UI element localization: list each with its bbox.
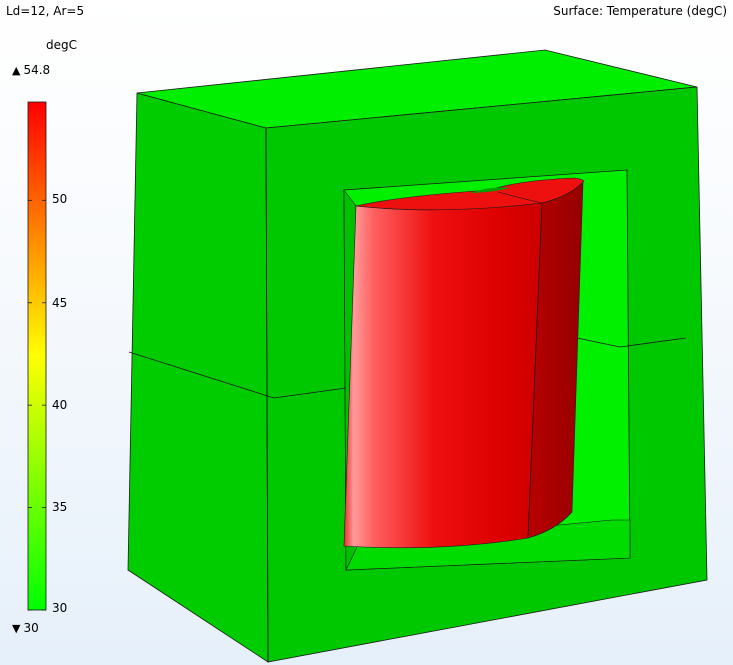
coil-top-inner-gap [470,187,510,193]
coil-front-surface [343,202,543,549]
core-joint-line-front [273,387,347,399]
triangle-up-icon: ▲ [12,64,21,77]
legend-tick-40: 40 [52,398,68,412]
legend-tick-50: 50 [52,192,68,206]
legend-tick-35: 35 [52,500,68,514]
coil-top-surface [355,177,584,211]
core-joint-line-left [128,351,275,399]
core-left-face [127,92,269,663]
plot-title-expression: Surface: Temperature (degC) [553,4,727,18]
coil-top-seam [497,191,543,204]
legend-min-number: 30 [23,621,39,635]
legend-min-value: ▼ 30 [12,621,39,635]
core-joint-line-right [576,337,687,348]
legend-unit-label: degC [46,38,77,52]
legend-max-value: ▲ 54.8 [12,63,50,77]
legend-max-number: 54.8 [23,63,51,77]
core-edge-left-vertical [265,127,269,663]
legend-tick-45: 45 [52,296,68,310]
plot-title-parameters: Ld=12, Ar=5 [6,4,85,18]
triangle-down-icon: ▼ [12,622,21,635]
legend-tick-30: 30 [52,601,68,615]
color-legend-bar [27,101,47,611]
color-legend-ticks [28,199,46,611]
coil-seam-line [527,202,543,539]
